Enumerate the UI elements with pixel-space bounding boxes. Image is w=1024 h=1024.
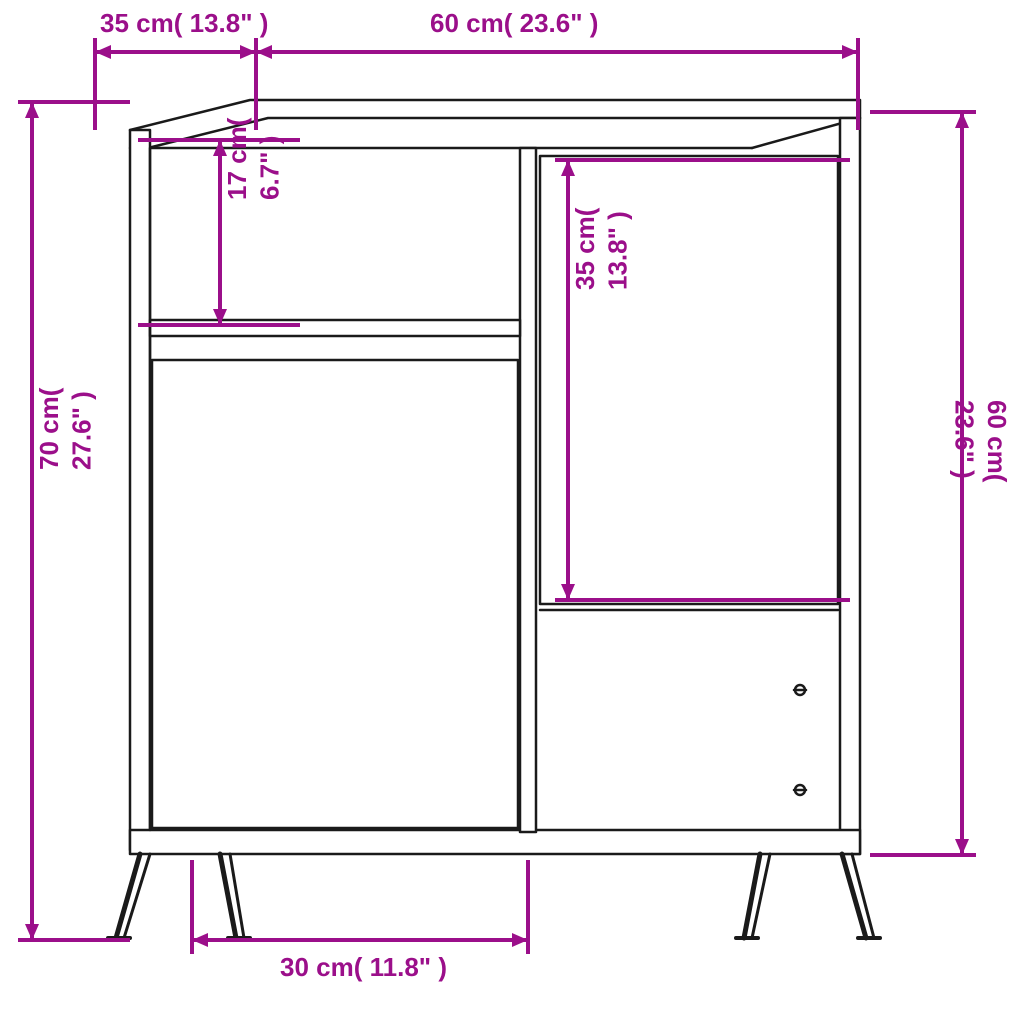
dim-label: 35 cm( 13.8" ): [100, 8, 268, 38]
svg-text:6.7" ): 6.7" ): [255, 136, 285, 200]
svg-text:23.6" ): 23.6" ): [950, 400, 980, 479]
dim-label: 60 cm( 23.6" ): [430, 8, 598, 38]
arrowhead: [192, 933, 208, 947]
arrowhead: [25, 924, 39, 940]
svg-text:13.8" ): 13.8" ): [603, 211, 633, 290]
arrowhead: [95, 45, 111, 59]
arrowhead: [25, 102, 39, 118]
arrowhead: [256, 45, 272, 59]
dimension-diagram: 35 cm( 13.8" ) 60 cm( 23.6" ) 30 cm( 11.8"…: [0, 0, 1024, 1024]
arrowhead: [842, 45, 858, 59]
svg-text:60 cm(: 60 cm(: [982, 400, 1012, 483]
furniture: [108, 100, 880, 938]
svg-text:17 cm(: 17 cm(: [222, 117, 252, 200]
svg-text:27.6" ): 27.6" ): [67, 391, 97, 470]
arrowhead: [240, 45, 256, 59]
svg-text:35 cm(: 35 cm(: [570, 207, 600, 290]
dim-label: 70 cm(27.6" ): [34, 387, 97, 470]
arrowhead: [955, 839, 969, 855]
dim-label: 17 cm(6.7" ): [222, 117, 285, 200]
arrowhead: [512, 933, 528, 947]
svg-text:70 cm(: 70 cm(: [34, 387, 64, 470]
arrowhead: [955, 112, 969, 128]
dim-label: 30 cm( 11.8" ): [280, 952, 447, 982]
dim-label: 60 cm(23.6" ): [950, 400, 1013, 483]
